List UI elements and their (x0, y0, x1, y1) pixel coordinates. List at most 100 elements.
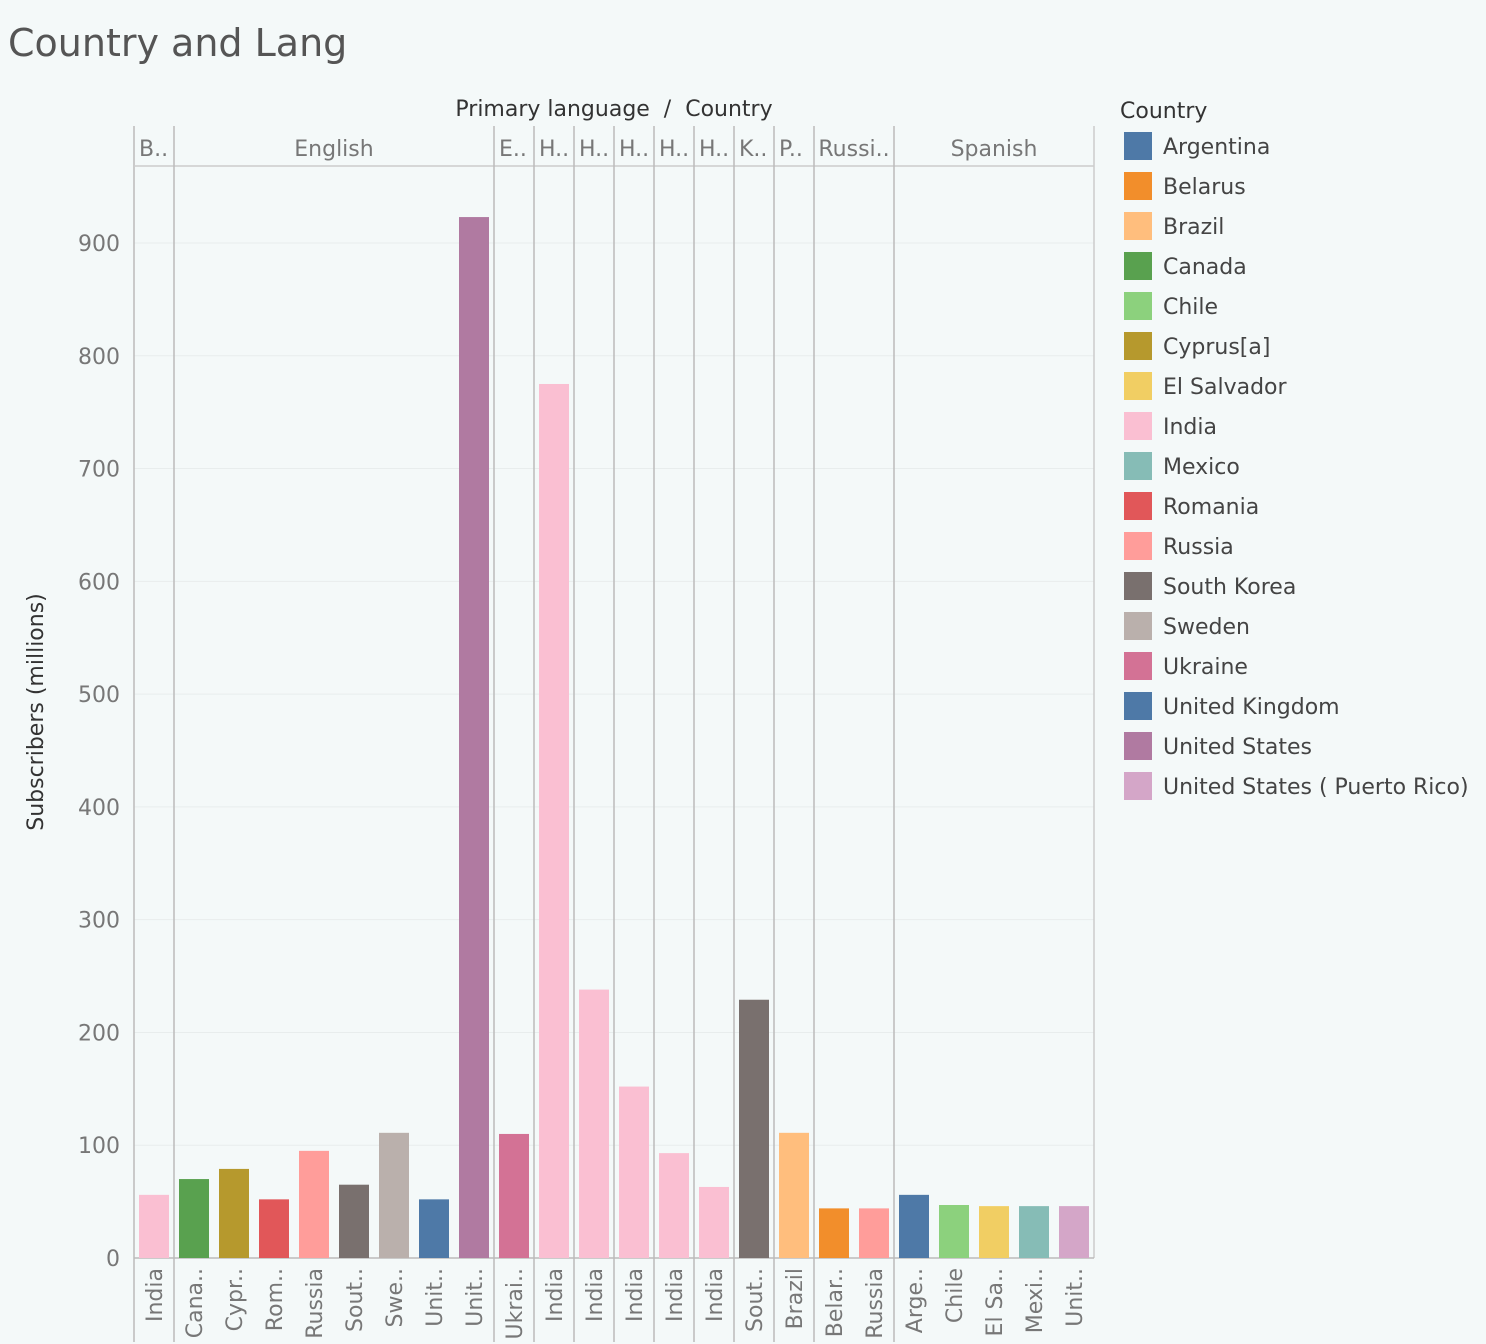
bar (859, 1208, 889, 1258)
x-category-label: Belar.. (823, 1268, 848, 1337)
legend-item-label: United Kingdom (1163, 695, 1340, 720)
legend-swatch (1124, 772, 1152, 800)
language-header: B.. (139, 137, 168, 162)
legend-swatch (1124, 412, 1152, 440)
language-header: English (294, 137, 373, 162)
y-tick-label: 300 (78, 909, 120, 934)
chart-title: Country and Lang (8, 21, 347, 65)
legend-swatch (1124, 572, 1152, 600)
bar (499, 1133, 529, 1258)
legend-item-label: Chile (1163, 295, 1218, 320)
bar (699, 1186, 729, 1258)
x-category-label: Sout.. (743, 1268, 768, 1332)
y-tick-label: 400 (78, 796, 120, 821)
legend-item-label: Canada (1163, 255, 1247, 280)
x-category-label: Rom.. (263, 1268, 288, 1331)
bar (139, 1194, 169, 1258)
bar (179, 1179, 209, 1258)
legend-item-label: Sweden (1163, 615, 1250, 640)
bar (1059, 1206, 1089, 1258)
language-header: H.. (659, 137, 689, 162)
legend-swatch (1124, 692, 1152, 720)
legend-item-label: Argentina (1163, 135, 1270, 160)
legend-swatch (1124, 452, 1152, 480)
bar (779, 1132, 809, 1258)
legend-swatch (1124, 212, 1152, 240)
y-tick-label: 200 (78, 1021, 120, 1046)
legend: Argentina Belarus Brazil Canada Chile Cyprus[… (1124, 132, 1469, 800)
legend-item-label: India (1163, 415, 1217, 440)
bar (619, 1086, 649, 1258)
legend-item-label: South Korea (1163, 575, 1296, 600)
y-tick-label: 800 (78, 345, 120, 370)
x-category-label: El Sa.. (983, 1268, 1008, 1336)
bar (419, 1199, 449, 1258)
language-header: H.. (579, 137, 609, 162)
language-header: P.. (779, 137, 803, 162)
x-category-label: Cypr.. (223, 1268, 248, 1331)
y-tick-label: 600 (78, 570, 120, 595)
x-category-label: Cana.. (183, 1268, 208, 1338)
bar (219, 1168, 249, 1258)
legend-item-label: Mexico (1163, 455, 1240, 480)
x-category-label: India (623, 1268, 648, 1322)
legend-title: Country (1120, 99, 1207, 124)
legend-swatch (1124, 372, 1152, 400)
language-header: H.. (699, 137, 729, 162)
legend-swatch (1124, 292, 1152, 320)
bar (299, 1150, 329, 1258)
x-category-label: Russia (863, 1268, 888, 1339)
x-category-label: India (583, 1268, 608, 1322)
legend-swatch (1124, 492, 1152, 520)
legend-item-label: Brazil (1163, 215, 1224, 240)
language-header: E.. (499, 137, 527, 162)
language-header: Russi.. (818, 137, 889, 162)
x-category-label: Swe.. (383, 1268, 408, 1327)
y-axis-title: Subscribers (millions) (24, 593, 49, 831)
x-category-label: Unit.. (1063, 1268, 1088, 1327)
language-header: H.. (619, 137, 649, 162)
language-header: H.. (539, 137, 569, 162)
legend-swatch (1124, 532, 1152, 560)
bar (379, 1132, 409, 1258)
y-tick-label: 500 (78, 683, 120, 708)
bar (979, 1206, 1009, 1258)
y-tick-label: 100 (78, 1134, 120, 1159)
legend-item-label: Romania (1163, 495, 1259, 520)
bar (659, 1153, 689, 1258)
legend-swatch (1124, 732, 1152, 760)
legend-item-label: Cyprus[a] (1163, 335, 1270, 360)
legend-item-label: United States (1163, 735, 1312, 760)
legend-swatch (1124, 252, 1152, 280)
bar (459, 217, 489, 1258)
panel-frames (133, 126, 1095, 1342)
bar (939, 1204, 969, 1258)
header-label: Primary language / Country (455, 97, 772, 122)
x-category-label: India (143, 1268, 168, 1322)
bars (139, 217, 1089, 1258)
x-axis-categories: India Cana.. Cypr.. Rom.. Russia Sout.. Swe.. U… (143, 1268, 1088, 1339)
language-header: Spanish (951, 137, 1038, 162)
legend-item-label: El Salvador (1163, 375, 1287, 400)
legend-swatch (1124, 332, 1152, 360)
bar (539, 383, 569, 1258)
x-category-label: Arge.. (903, 1268, 928, 1333)
x-category-label: Mexi.. (1023, 1268, 1048, 1333)
legend-item-label: United States ( Puerto Rico) (1163, 775, 1469, 800)
y-tick-label: 900 (78, 232, 120, 257)
bar (899, 1194, 929, 1258)
legend-swatch (1124, 652, 1152, 680)
y-tick-label: 700 (78, 458, 120, 483)
legend-swatch (1124, 132, 1152, 160)
language-header: K.. (739, 137, 767, 162)
legend-swatch (1124, 612, 1152, 640)
x-category-label: Unit.. (463, 1268, 488, 1327)
x-category-label: Unit.. (423, 1268, 448, 1327)
x-category-label: Chile (943, 1268, 968, 1323)
x-category-label: Sout.. (343, 1268, 368, 1332)
y-axis-ticks: 0 100 200 300 400 500 600 700 800 900 (78, 232, 120, 1272)
x-category-label: India (703, 1268, 728, 1322)
x-category-label: Ukrai.. (503, 1268, 528, 1339)
x-category-label: Russia (303, 1268, 328, 1339)
bar (1019, 1206, 1049, 1258)
